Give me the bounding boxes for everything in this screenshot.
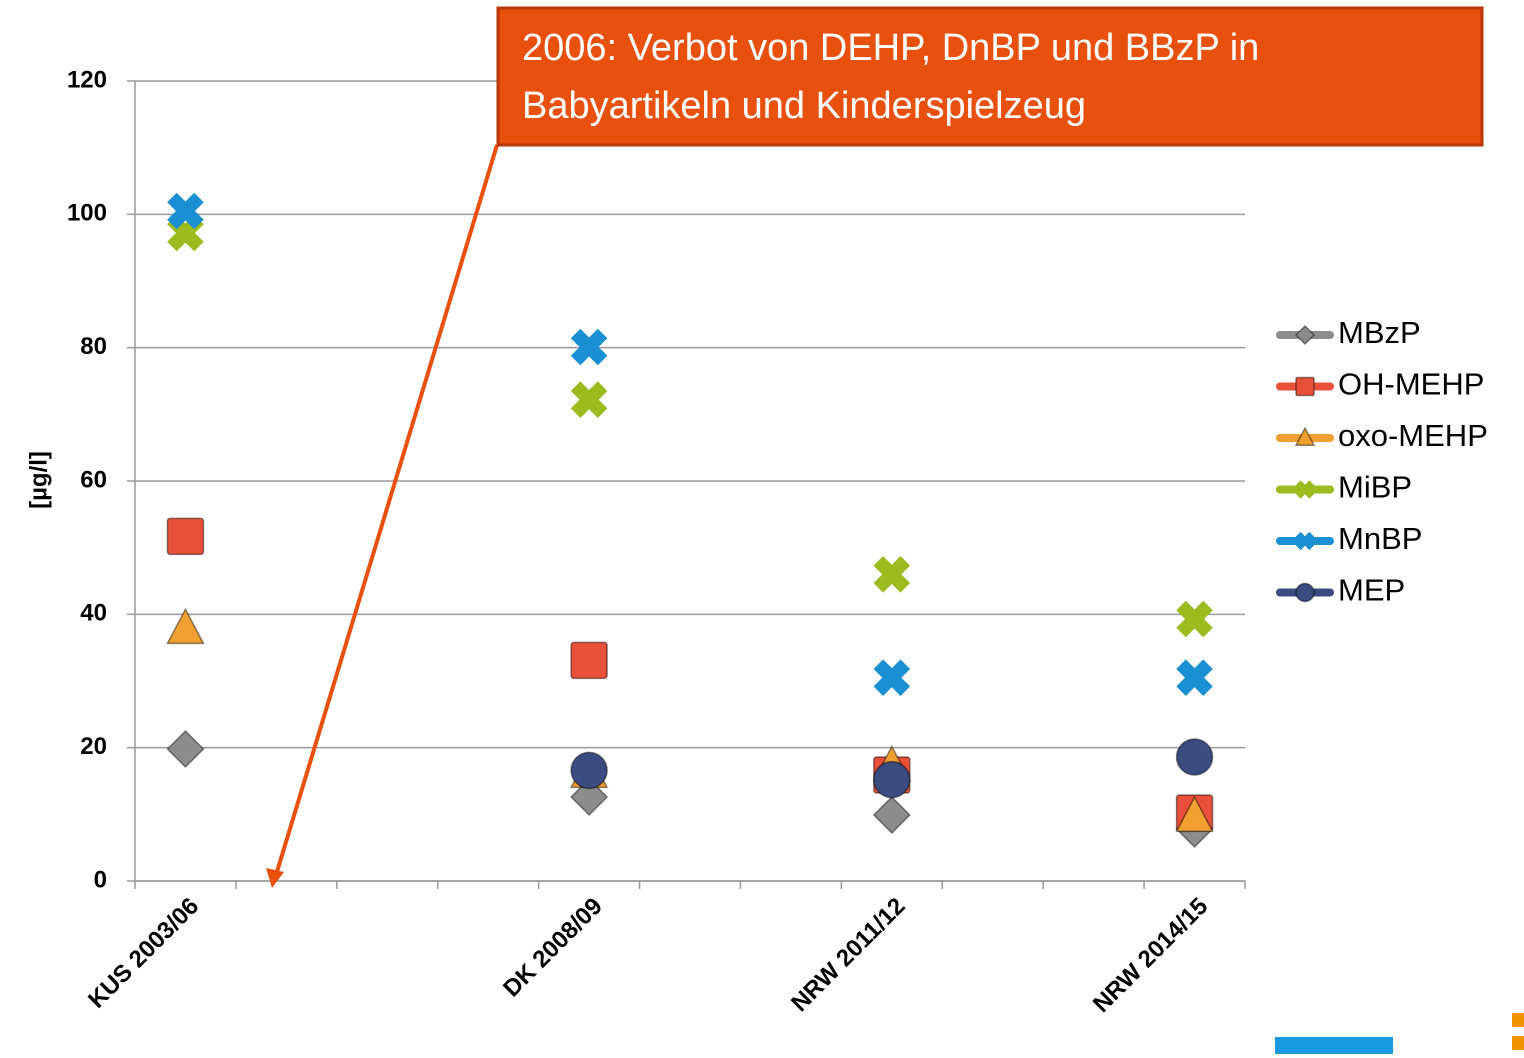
annotation-box: [496, 6, 1484, 147]
marker: [1295, 582, 1315, 603]
marker: [570, 328, 608, 366]
legend-label: OH-MEHP: [1338, 367, 1484, 402]
logo-square: [1512, 1036, 1524, 1050]
marker: [873, 760, 911, 799]
marker: [570, 751, 608, 790]
legend-label: MBzP: [1338, 315, 1421, 350]
annotation-arrow: [274, 144, 499, 876]
marker: [570, 381, 608, 418]
marker: [1294, 324, 1316, 346]
x-tick-label: DK 2008/09: [498, 893, 608, 1003]
legend-label: MEP: [1338, 573, 1405, 608]
marker: [1175, 738, 1214, 776]
marker: [166, 517, 205, 556]
marker: [166, 607, 205, 645]
marker: [873, 659, 911, 696]
marker: [1176, 659, 1213, 696]
marker: [873, 556, 911, 593]
y-tick-label: 120: [67, 66, 107, 93]
y-tick-label: 40: [80, 600, 107, 627]
marker: [1176, 600, 1213, 638]
y-tick-label: 0: [94, 866, 107, 893]
logo-bar: [1275, 1037, 1393, 1054]
marker: [1295, 480, 1315, 499]
x-tick-label: KUS 2003/06: [83, 893, 204, 1014]
y-tick-label: 80: [80, 333, 107, 360]
y-tick-label: 20: [80, 733, 107, 760]
marker: [167, 192, 204, 230]
marker: [570, 777, 609, 817]
annotation-text: 2006: Verbot von DEHP, DnBP und BBzP in: [522, 27, 1259, 69]
marker: [1294, 426, 1316, 446]
marker: [1295, 376, 1315, 397]
marker: [570, 641, 608, 680]
x-tick-label: NRW 2011/12: [786, 893, 910, 1017]
annotation-text: Babyartikeln und Kinderspielzeug: [522, 85, 1086, 127]
legend-label: MiBP: [1338, 470, 1412, 505]
y-axis-label: [µg/l]: [25, 451, 52, 509]
legend-label: MnBP: [1338, 521, 1422, 556]
marker: [872, 795, 911, 835]
legend-label: oxo-MEHP: [1338, 418, 1488, 453]
annotation-arrowhead: [266, 868, 284, 888]
marker: [166, 729, 205, 769]
y-tick-label: 60: [80, 466, 107, 493]
x-tick-label: NRW 2014/15: [1088, 893, 1213, 1018]
y-tick-label: 100: [67, 200, 107, 227]
marker: [1175, 795, 1214, 833]
logo-square: [1512, 1013, 1524, 1027]
marker: [1295, 531, 1315, 551]
